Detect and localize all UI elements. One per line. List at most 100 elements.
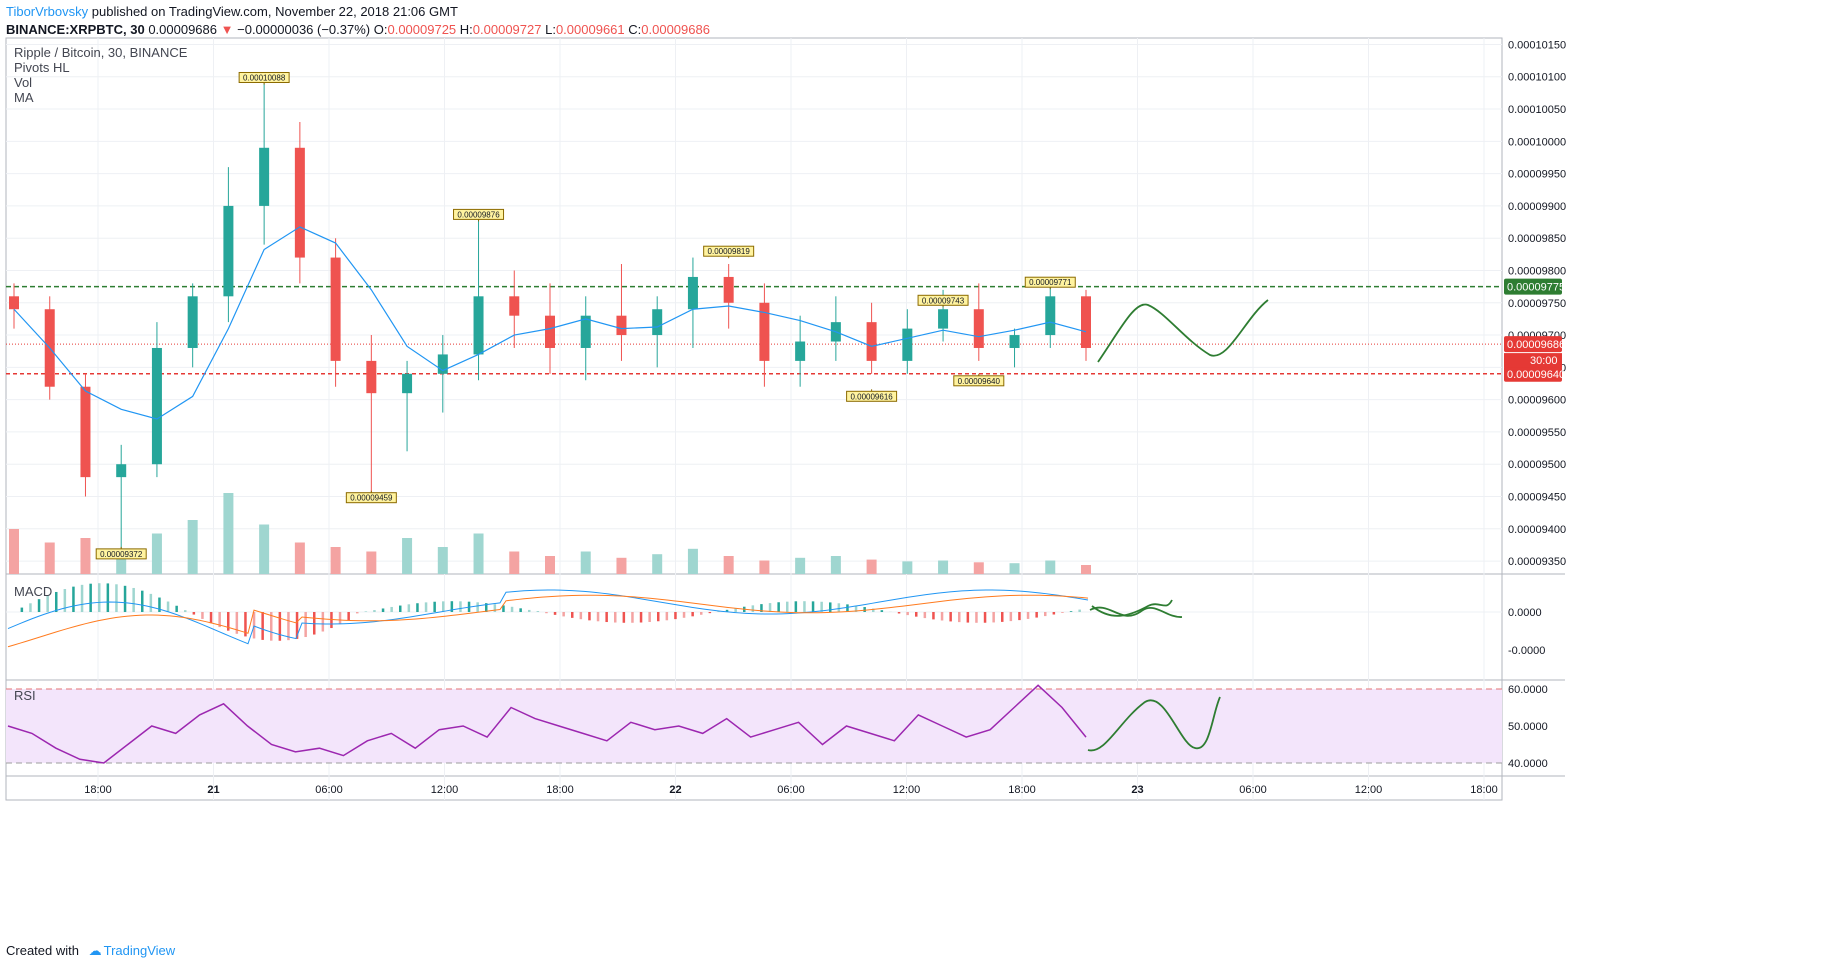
macd-histogram-bar (347, 612, 350, 621)
down-arrow-icon: ▼ (220, 22, 234, 37)
macd-histogram-bar (63, 589, 67, 612)
macd-histogram-bar (648, 612, 651, 622)
macd-histogram-bar (270, 612, 273, 641)
macd-histogram-bar (123, 585, 127, 612)
volume-bar (366, 551, 377, 574)
indicator-ma[interactable]: MA (14, 90, 34, 105)
pivot-box (1024, 276, 1076, 288)
macd-line (7, 589, 1089, 645)
pivot-box (95, 548, 147, 560)
macd-histogram-bar (992, 612, 995, 623)
candle-body (616, 315, 627, 336)
macd-histogram-bar (80, 584, 84, 612)
price-tick-label: 0.00009750 (1508, 298, 1566, 310)
macd-histogram-bar (872, 608, 875, 612)
candle-body (795, 341, 806, 361)
macd-histogram-bar (244, 612, 247, 637)
volume-bar (545, 556, 555, 574)
candle-body (759, 302, 770, 361)
macd-histogram-bar (622, 612, 626, 623)
macd-projection-a (1089, 606, 1183, 618)
macd-histogram-bar (1069, 611, 1073, 612)
pivot-box (846, 390, 898, 402)
volume-bar (1045, 560, 1056, 574)
macd-histogram-bar (983, 612, 987, 623)
macd-histogram-bar (29, 603, 32, 612)
macd-signal-line (7, 594, 1089, 648)
macd-histogram-bar (98, 583, 101, 612)
macd-histogram-bar (605, 612, 608, 623)
macd-histogram-bar (691, 612, 694, 617)
macd-histogram-bar (424, 602, 428, 612)
last-price: 0.00009686 (148, 22, 217, 37)
macd-histogram-bar (459, 601, 462, 612)
volume-bar (723, 556, 734, 574)
macd-histogram-bar (106, 583, 110, 612)
rsi-tick-label: 40.0000 (1508, 758, 1548, 770)
chart-title[interactable]: Ripple / Bitcoin, 30, BINANCE (14, 45, 188, 60)
tradingview-logo-icon[interactable]: ☁ (88, 943, 102, 958)
candle-body (223, 205, 234, 297)
macd-histogram-bar (553, 612, 557, 615)
macd-histogram-bar (1001, 612, 1004, 622)
candle-body (259, 147, 270, 206)
countdown-tag (1504, 353, 1562, 368)
candle-body (187, 296, 198, 348)
created-with-text: Created with (6, 943, 79, 958)
macd-histogram-bar (906, 612, 909, 616)
rsi-label[interactable]: RSI (14, 688, 36, 703)
macd-histogram-bar (442, 601, 445, 612)
author-link[interactable]: TiborVrbovsky (6, 4, 89, 19)
macd-histogram-bar (141, 590, 144, 612)
time-tick-label: 22 (669, 784, 681, 796)
pivot-box (917, 294, 969, 306)
volume-bar (80, 538, 91, 574)
macd-histogram-bar (786, 601, 789, 612)
macd-histogram-bar (278, 612, 282, 641)
volume-bar (830, 556, 841, 574)
time-tick-label: 06:00 (1239, 784, 1267, 796)
price-tick-label: 0.00009400 (1508, 524, 1566, 536)
macd-histogram-bar (89, 583, 92, 612)
macd-histogram-bar (562, 612, 565, 617)
macd-histogram-bar (846, 604, 849, 612)
macd-histogram-bar (734, 608, 737, 612)
symbol-name[interactable]: BINANCE:XRPBTC, 30 (6, 22, 145, 37)
macd-histogram-bar (218, 612, 221, 628)
indicator-pivots[interactable]: Pivots HL (14, 60, 70, 75)
macd-histogram-bar (184, 610, 187, 612)
price-tick-label: 0.00009550 (1508, 427, 1566, 439)
macd-histogram-bar (1026, 612, 1030, 619)
time-tick-label: 18:00 (84, 784, 112, 796)
indicator-vol[interactable]: Vol (14, 75, 33, 90)
macd-histogram-bar (708, 612, 712, 614)
time-tick-label: 12:00 (893, 784, 921, 796)
candle-body (580, 315, 591, 348)
candle-body (9, 296, 19, 310)
macd-histogram-bar (1061, 612, 1064, 613)
close-label: C: (628, 22, 642, 37)
tradingview-link[interactable]: TradingView (103, 943, 176, 958)
macd-histogram-bar (295, 612, 299, 639)
macd-histogram-bar (20, 607, 24, 612)
volume-bar (795, 557, 806, 574)
macd-histogram-bar (381, 608, 385, 612)
macd-histogram-bar (811, 601, 815, 612)
macd-histogram-bar (1044, 612, 1047, 617)
macd-histogram-bar (330, 612, 333, 629)
macd-histogram-bar (794, 601, 798, 612)
macd-histogram-bar (166, 601, 170, 612)
symbol-header: BINANCE:XRPBTC, 30 0.00009686 ▼ −0.00000… (6, 22, 710, 37)
candle-body (938, 309, 949, 329)
macd-histogram-bar (235, 612, 239, 634)
macd-histogram-bar (932, 612, 935, 620)
volume-bar (437, 547, 448, 574)
pivot-value: 0.00009459 (350, 494, 393, 503)
rsi-tick-label: 60.0000 (1508, 684, 1548, 696)
volume-bar (509, 551, 520, 574)
time-tick-label: 06:00 (777, 784, 805, 796)
macd-histogram-bar (227, 612, 230, 631)
pivot-value: 0.00009372 (100, 550, 143, 559)
macd-label[interactable]: MACD (14, 584, 53, 599)
